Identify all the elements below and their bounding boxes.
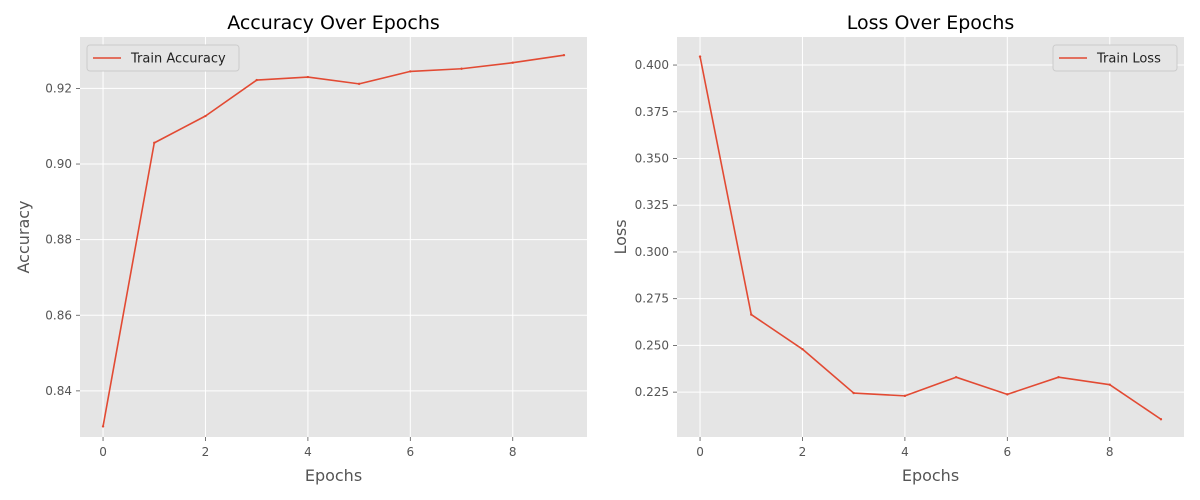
accuracy-plot-area — [80, 37, 587, 437]
loss-data-point — [750, 313, 753, 316]
loss-y-tick-label: 0.250 — [635, 338, 669, 352]
accuracy-data-point — [511, 61, 514, 64]
loss-y-tick-label: 0.350 — [635, 151, 669, 165]
loss-x-tick-label: 2 — [799, 445, 807, 459]
accuracy-data-point — [409, 70, 412, 73]
accuracy-x-axis-label: Epochs — [305, 466, 362, 485]
loss-data-point — [954, 375, 958, 379]
accuracy-data-point — [101, 425, 105, 428]
loss-x-tick-label: 0 — [696, 445, 704, 459]
accuracy-y-tick-label: 0.92 — [45, 81, 72, 95]
accuracy-y-tick-label: 0.84 — [45, 384, 72, 398]
accuracy-legend-label: Train Accuracy — [130, 52, 226, 67]
loss-data-point — [852, 391, 855, 395]
accuracy-data-point — [153, 141, 156, 145]
accuracy-y-tick-label: 0.86 — [45, 308, 72, 322]
accuracy-data-point — [255, 78, 258, 82]
accuracy-x-tick-label: 8 — [509, 445, 517, 459]
loss-legend-label: Train Loss — [1096, 52, 1161, 67]
loss-y-tick-label: 0.325 — [635, 198, 669, 212]
loss-data-point — [801, 347, 804, 351]
accuracy-x-tick-label: 4 — [304, 445, 312, 459]
loss-x-tick-label: 8 — [1106, 445, 1114, 459]
accuracy-data-point — [562, 53, 566, 57]
loss-plot-area — [677, 37, 1184, 437]
accuracy-y-axis-label: Accuracy — [14, 200, 33, 273]
accuracy-chart-panel: 0 2 4 6 8 0.84 0.86 0.88 0.90 0.92 Accuracy Over E… — [14, 12, 587, 485]
loss-x-tick-label: 4 — [901, 445, 909, 459]
accuracy-data-point — [357, 82, 361, 86]
accuracy-y-tick-label: 0.90 — [45, 157, 72, 171]
accuracy-legend: Train Accuracy — [86, 44, 240, 72]
loss-data-point — [1057, 375, 1060, 379]
loss-legend-box — [1052, 44, 1178, 72]
loss-y-tick-label: 0.400 — [635, 58, 669, 72]
loss-y-tick-label: 0.225 — [635, 385, 669, 399]
accuracy-data-point — [204, 114, 207, 118]
loss-y-tick-label: 0.375 — [635, 105, 669, 119]
accuracy-data-point — [460, 67, 463, 70]
accuracy-y-tick-label: 0.88 — [45, 233, 72, 247]
loss-legend: Train Loss — [1052, 44, 1178, 72]
loss-chart-panel: 0 2 4 6 8 0.225 0.250 0.275 0.300 0.325 0.350 0.375… — [611, 12, 1184, 485]
accuracy-x-tick-label: 0 — [99, 445, 107, 459]
loss-y-tick-label: 0.300 — [635, 245, 669, 259]
loss-x-axis-label: Epochs — [902, 466, 959, 485]
loss-chart-title: Loss Over Epochs — [847, 12, 1015, 34]
accuracy-x-tick-label: 2 — [202, 445, 210, 459]
loss-data-point — [1108, 383, 1111, 386]
accuracy-chart-title: Accuracy Over Epochs — [227, 12, 440, 34]
loss-series-line — [699, 56, 1162, 420]
loss-x-tick-label: 6 — [1003, 445, 1011, 459]
loss-y-tick-label: 0.275 — [635, 292, 669, 306]
accuracy-data-point — [306, 75, 310, 79]
accuracy-x-tick-label: 6 — [406, 445, 414, 459]
loss-y-axis-label: Loss — [611, 219, 630, 254]
loss-data-point — [1006, 393, 1009, 396]
accuracy-series-line — [102, 54, 565, 427]
accuracy-legend-box — [86, 44, 240, 72]
loss-data-point — [1159, 418, 1163, 421]
loss-data-point — [698, 55, 702, 58]
loss-data-point — [903, 394, 907, 398]
